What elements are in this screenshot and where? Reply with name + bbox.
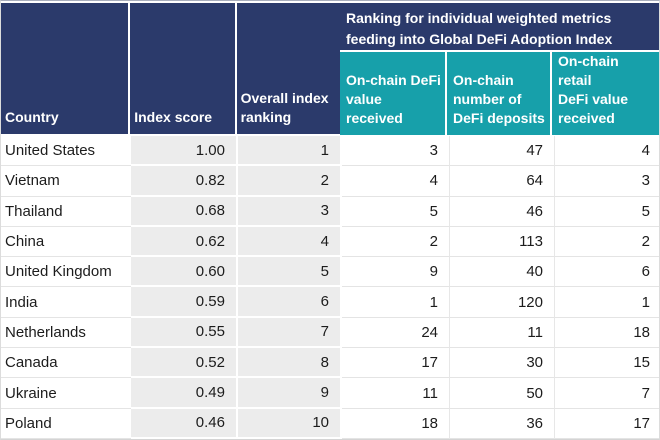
country-cell: Ukraine <box>1 378 131 409</box>
table-row: United States 1.00 1 3 47 4 <box>1 136 659 167</box>
index-score-cell: 1.00 <box>131 136 238 167</box>
retail-value-cell: 2 <box>554 226 659 258</box>
overall-rank-cell: 1 <box>238 136 342 167</box>
defi-value-cell: 11 <box>342 378 449 409</box>
table-row: Canada 0.52 8 17 30 15 <box>1 348 659 379</box>
retail-value-cell: 4 <box>554 136 659 167</box>
table-row: Netherlands 0.55 7 24 11 18 <box>1 317 659 349</box>
retail-value-cell: 17 <box>554 408 659 439</box>
column-header-defi-value-received: On-chain DeFi value received <box>340 52 447 137</box>
country-cell: India <box>1 287 131 318</box>
retail-value-cell: 3 <box>554 166 659 197</box>
defi-value-cell: 5 <box>342 196 449 227</box>
metrics-banner-title: Ranking for individual weighted metrics … <box>340 3 659 52</box>
table-row: Ukraine 0.49 9 11 50 7 <box>1 378 659 409</box>
overall-rank-cell: 8 <box>238 348 342 379</box>
defi-deposits-cell: 50 <box>449 378 554 409</box>
defi-value-cell: 18 <box>342 408 449 439</box>
table-header: Country Index score Overall index rankin… <box>1 3 659 137</box>
defi-value-cell: 9 <box>342 257 449 288</box>
overall-rank-cell: 7 <box>238 317 342 349</box>
table-row: India 0.59 6 1 120 1 <box>1 287 659 318</box>
country-cell: United States <box>1 136 131 167</box>
table-row: United Kingdom 0.60 5 9 40 6 <box>1 257 659 288</box>
table-row: Vietnam 0.82 2 4 64 3 <box>1 166 659 197</box>
index-score-cell: 0.59 <box>131 287 238 318</box>
overall-rank-cell: 3 <box>238 196 342 227</box>
table-body: United States 1.00 1 3 47 4 Vietnam 0.82… <box>1 136 659 439</box>
column-header-overall-ranking: Overall index ranking <box>236 3 340 136</box>
country-cell: United Kingdom <box>1 257 131 288</box>
retail-value-cell: 1 <box>554 287 659 318</box>
country-cell: China <box>1 226 131 258</box>
overall-rank-cell: 9 <box>238 378 342 409</box>
retail-value-cell: 7 <box>554 378 659 409</box>
retail-value-cell: 6 <box>554 257 659 288</box>
defi-value-cell: 2 <box>342 226 449 258</box>
index-score-cell: 0.60 <box>131 257 238 288</box>
column-header-retail-defi-value: On-chain retail DeFi value received <box>552 52 659 137</box>
defi-deposits-cell: 64 <box>449 166 554 197</box>
defi-deposits-cell: 46 <box>449 196 554 227</box>
metrics-header-group: Ranking for individual weighted metrics … <box>340 3 659 137</box>
column-header-defi-deposits: On-chain number of DeFi deposits <box>447 52 552 137</box>
retail-value-cell: 18 <box>554 317 659 349</box>
metrics-subheaders: On-chain DeFi value received On-chain nu… <box>340 52 659 137</box>
defi-value-cell: 17 <box>342 348 449 379</box>
column-header-index-score: Index score <box>130 3 237 136</box>
defi-value-cell: 24 <box>342 317 449 349</box>
overall-rank-cell: 5 <box>238 257 342 288</box>
defi-deposits-cell: 120 <box>449 287 554 318</box>
country-cell: Poland <box>1 408 131 439</box>
defi-value-cell: 3 <box>342 136 449 167</box>
defi-deposits-cell: 40 <box>449 257 554 288</box>
index-score-cell: 0.82 <box>131 166 238 197</box>
defi-deposits-cell: 36 <box>449 408 554 439</box>
retail-value-cell: 5 <box>554 196 659 227</box>
defi-deposits-cell: 11 <box>449 317 554 349</box>
index-score-cell: 0.49 <box>131 378 238 409</box>
overall-rank-cell: 2 <box>238 166 342 197</box>
index-score-cell: 0.55 <box>131 317 238 349</box>
table-row: China 0.62 4 2 113 2 <box>1 226 659 258</box>
country-cell: Vietnam <box>1 166 131 197</box>
overall-rank-cell: 4 <box>238 226 342 258</box>
retail-value-cell: 15 <box>554 348 659 379</box>
overall-rank-cell: 10 <box>238 408 342 439</box>
table-row: Poland 0.46 10 18 36 17 <box>1 408 659 439</box>
country-cell: Canada <box>1 348 131 379</box>
defi-deposits-cell: 30 <box>449 348 554 379</box>
defi-deposits-cell: 47 <box>449 136 554 167</box>
index-score-cell: 0.52 <box>131 348 238 379</box>
table-row: Thailand 0.68 3 5 46 5 <box>1 196 659 227</box>
country-cell: Netherlands <box>1 317 131 349</box>
country-cell: Thailand <box>1 196 131 227</box>
defi-deposits-cell: 113 <box>449 226 554 258</box>
index-score-cell: 0.68 <box>131 196 238 227</box>
overall-rank-cell: 6 <box>238 287 342 318</box>
index-score-cell: 0.46 <box>131 408 238 439</box>
defi-value-cell: 4 <box>342 166 449 197</box>
defi-value-cell: 1 <box>342 287 449 318</box>
index-score-cell: 0.62 <box>131 226 238 258</box>
column-header-country: Country <box>1 3 131 136</box>
